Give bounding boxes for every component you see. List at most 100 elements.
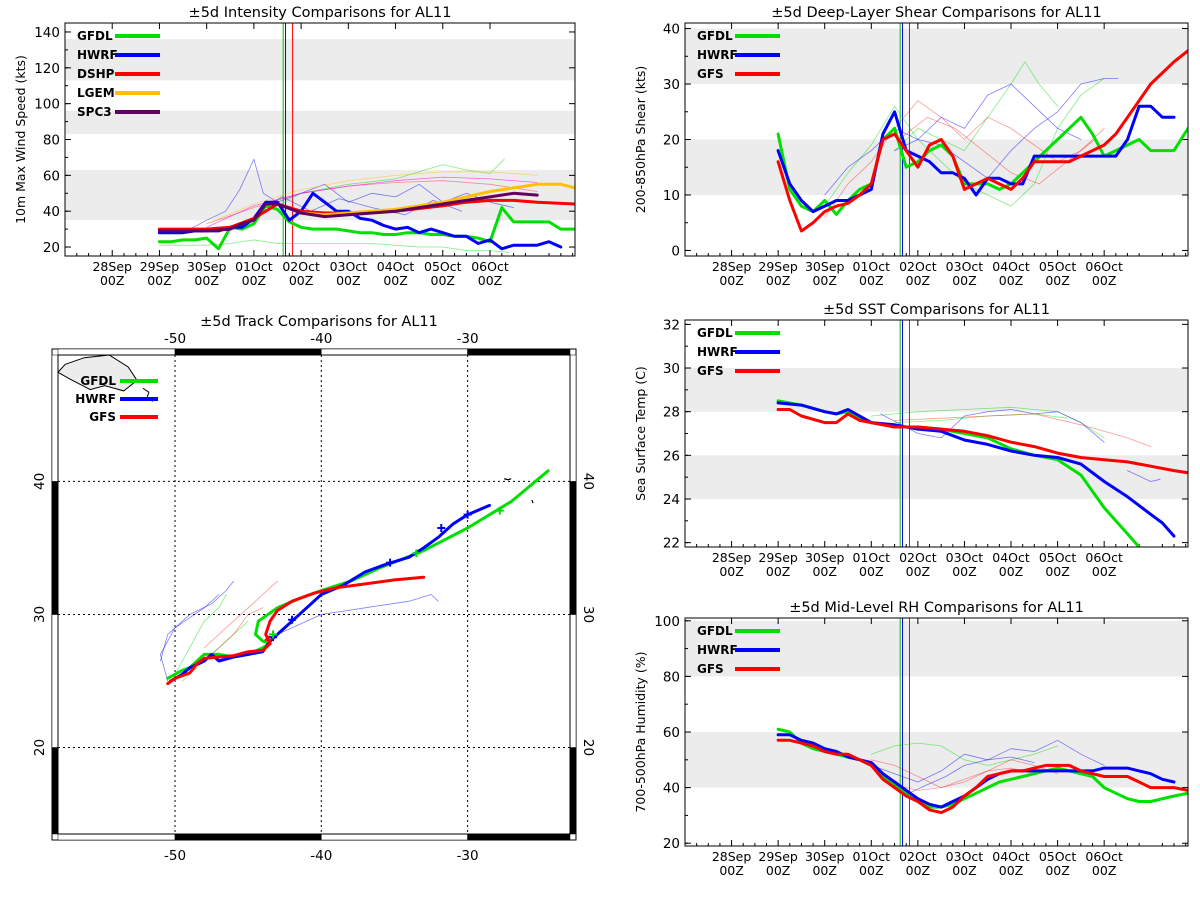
sst-series-gfs <box>776 408 1188 475</box>
sst-ytick-label: 22 <box>663 536 680 552</box>
track-series-hwrf <box>169 503 491 683</box>
shear-xtick-label: 28Sep <box>712 259 752 274</box>
intensity-legend-label: HWRF <box>77 48 118 62</box>
intensity-series-gfdl-faint-2 <box>277 158 505 207</box>
sst-chart: ±5d SST Comparisons for AL11 Sea Surface … <box>633 302 1189 579</box>
rh-xtick-label: 05Oct <box>1039 849 1077 864</box>
shear-xtick-label: 00Z <box>859 273 883 288</box>
intensity-xtick-label: 04Oct <box>377 259 415 274</box>
rh-legend-label: HWRF <box>697 643 738 657</box>
intensity-xtick-label: 05Oct <box>424 259 462 274</box>
track-legend-label: GFS <box>89 410 116 424</box>
shear-xtick-label: 04Oct <box>992 259 1030 274</box>
sst-ytick-label: 24 <box>663 492 680 508</box>
sst-xtick-label: 00Z <box>719 564 743 579</box>
shear-frame <box>684 22 1189 257</box>
track-chart: ±5d Track Comparisons for AL11 -50 -50 -40 -… <box>32 314 596 864</box>
rh-xtick-label: 00Z <box>1045 863 1069 878</box>
track-ytick-label-left: 40 <box>32 473 48 490</box>
track-xtick-label-bottom: -40 <box>310 848 332 864</box>
rh-xtick-label: 28Sep <box>712 849 752 864</box>
sst-xtick-label: 00Z <box>1045 564 1069 579</box>
track-border-segment <box>321 833 468 841</box>
intensity-xtick-label: 00Z <box>289 273 313 288</box>
intensity-band <box>65 110 575 135</box>
rh-xtick-label: 00Z <box>1092 863 1116 878</box>
shear-xtick-label: 00Z <box>719 273 743 288</box>
track-position-marker <box>412 549 421 558</box>
track-border-segment <box>569 354 577 482</box>
rh-ytick-label: 40 <box>663 781 680 797</box>
intensity-xtick-label: 02Oct <box>282 259 320 274</box>
shear-xtick-label: 29Sep <box>758 259 798 274</box>
sst-xtick-label: 04Oct <box>992 550 1030 565</box>
sst-xtick-label: 00Z <box>766 564 790 579</box>
shear-xtick-label: 30Sep <box>805 259 845 274</box>
sst-series-group <box>776 399 1188 547</box>
track-border-segment <box>569 747 577 835</box>
shear-ytick-label: 20 <box>663 133 680 149</box>
intensity-xtick-label: 06Oct <box>471 259 509 274</box>
rh-ylabel: 700-500hPa Humidity (%) <box>633 651 648 812</box>
sst-series-gfs-faint <box>894 413 1152 448</box>
track-ytick-label-right: 30 <box>580 606 596 623</box>
track-position-marker <box>288 615 297 624</box>
track-xtick-label-top: -40 <box>310 331 332 347</box>
sst-series-hwrf-faint <box>880 409 1105 443</box>
track-border-segment <box>57 348 176 356</box>
rh-xtick-label: 04Oct <box>992 849 1030 864</box>
shear-xtick-label: 02Oct <box>899 259 937 274</box>
rh-xtick-label: 00Z <box>906 863 930 878</box>
sst-xtick-label: 05Oct <box>1039 550 1077 565</box>
shear-ytick-label: 40 <box>663 22 680 38</box>
rh-series-hwrf-faint-2 <box>908 756 1035 794</box>
track-position-marker <box>386 558 395 567</box>
shear-ytick-label: 30 <box>663 77 680 93</box>
rh-ytick-label: 60 <box>663 725 680 741</box>
rh-xtick-label: 03Oct <box>946 849 984 864</box>
track-series-hwrf-faint-3 <box>276 594 439 635</box>
track-position-marker <box>495 506 504 515</box>
rh-xtick-label: 00Z <box>859 863 883 878</box>
intensity-chart: ±5d Intensity Comparisons for AL11 10m Ma… <box>13 5 576 288</box>
intensity-ytick-label: 40 <box>43 204 60 220</box>
rh-xtick-label: 00Z <box>999 863 1023 878</box>
shear-series-hwrf-faint-2 <box>894 83 1082 152</box>
rh-xtick-label: 00Z <box>719 863 743 878</box>
intensity-ytick-label: 60 <box>43 168 60 184</box>
shear-xtick-label: 00Z <box>812 273 836 288</box>
track-xtick-label-top: -50 <box>164 331 186 347</box>
sst-xtick-label: 03Oct <box>946 550 984 565</box>
sst-ytick-label: 26 <box>663 448 680 464</box>
shear-xtick-label: 00Z <box>1092 273 1116 288</box>
intensity-xtick-label: 00Z <box>431 273 455 288</box>
track-border-segment <box>57 833 176 841</box>
shear-xtick-label: 00Z <box>952 273 976 288</box>
sst-xtick-label: 02Oct <box>899 550 937 565</box>
sst-ytick-label: 32 <box>663 317 680 333</box>
sst-legend-label: HWRF <box>697 345 738 359</box>
rh-title: ±5d Mid-Level RH Comparisons for AL11 <box>789 600 1084 616</box>
sst-series-hwrf-faint-2 <box>1127 470 1161 482</box>
track-frame <box>57 354 571 835</box>
rh-ytick-label: 20 <box>663 836 680 852</box>
shear-series-group <box>776 49 1188 233</box>
rh-series-gfdl-faint <box>870 742 1058 766</box>
track-series-group <box>159 469 550 686</box>
track-border-segment <box>321 348 468 356</box>
sst-series-gfdl-faint-2 <box>894 413 1068 424</box>
intensity-ytick-label: 100 <box>34 97 60 113</box>
rh-xtick-label: 00Z <box>952 863 976 878</box>
track-border-segment <box>467 348 571 356</box>
shear-title: ±5d Deep-Layer Shear Comparisons for AL1… <box>771 5 1101 21</box>
sst-ytick-label: 30 <box>663 361 680 377</box>
track-border-segment <box>174 348 322 356</box>
shear-series-gfs <box>776 49 1188 233</box>
track-series-gfdl-faint <box>174 594 227 675</box>
intensity-title: ±5d Intensity Comparisons for AL11 <box>189 5 452 21</box>
sst-xtick-label: 30Sep <box>805 550 845 565</box>
sst-xtick-label: 28Sep <box>712 550 752 565</box>
sst-ytick-label: 28 <box>663 405 680 421</box>
track-border-segment <box>569 481 577 615</box>
shear-legend-label: HWRF <box>697 48 738 62</box>
